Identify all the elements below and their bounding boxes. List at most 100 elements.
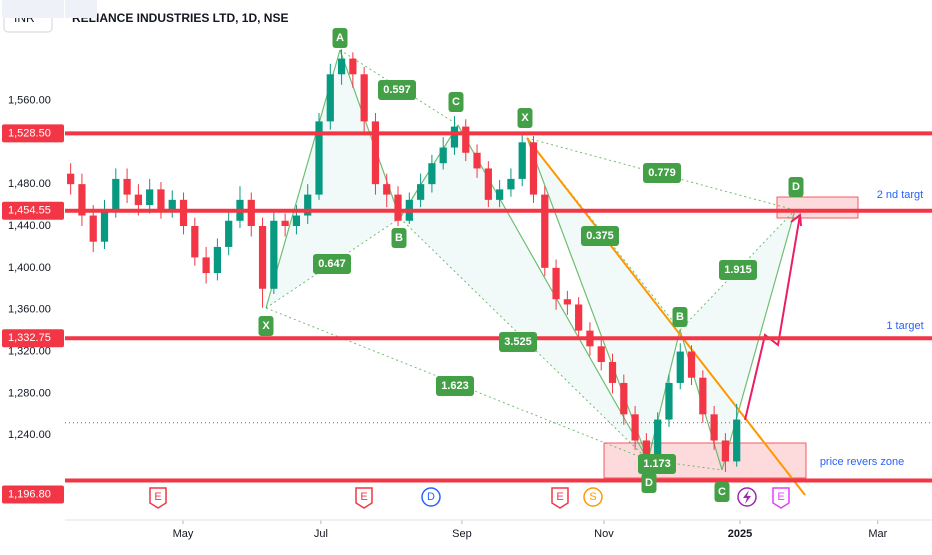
annotation-label: D (792, 181, 800, 193)
event-icon (583, 487, 603, 507)
event-label: E (777, 491, 784, 503)
annotation-label: B (395, 232, 403, 244)
annotation-box (641, 473, 657, 493)
candle-body (168, 199, 176, 211)
candle-body (575, 304, 583, 331)
trend-line (526, 137, 806, 496)
candle-body (179, 199, 188, 226)
candle-body (416, 184, 425, 200)
y-tick-label: 1,440.00 (8, 220, 51, 232)
candle-body (225, 220, 233, 247)
candle-body (134, 194, 142, 206)
candle-body (100, 210, 109, 242)
candle-body (146, 189, 154, 206)
candle-body (258, 225, 267, 289)
candle-body (213, 246, 222, 274)
annotation-label: 0.375 (586, 230, 614, 242)
candle-body (439, 147, 447, 164)
y-tick-label: 1,400.00 (8, 262, 51, 274)
candle-body (597, 346, 605, 363)
candle-body (281, 220, 289, 226)
candle-body (67, 173, 75, 185)
y-tick-label: 1,360.00 (8, 304, 51, 316)
target-zone (776, 196, 859, 219)
x-tick-label: Mar (868, 528, 887, 540)
candle-body (518, 142, 526, 179)
level-badge (2, 124, 64, 143)
pattern-fill (400, 125, 648, 460)
candle-body (496, 189, 504, 200)
annotation-box (788, 177, 804, 197)
annotation-label: D (645, 477, 653, 489)
y-tick-label: 1,560.00 (8, 94, 51, 106)
candle-body (292, 215, 301, 226)
candle-body (473, 152, 481, 169)
candle-body (326, 74, 334, 122)
candle-body (484, 168, 492, 200)
reversal-zone (603, 442, 807, 479)
annotation-box (378, 80, 416, 100)
x-tick-label: May (173, 528, 194, 540)
candle-body (642, 440, 650, 457)
candle-body (202, 257, 210, 274)
pattern-fill (527, 138, 680, 460)
candle-body (428, 163, 436, 185)
candle-body (78, 184, 86, 216)
low-badge-tag (65, 0, 97, 18)
annotation-label: B (676, 311, 684, 323)
candle-body (89, 215, 97, 242)
level-label: 1,196.80 (8, 488, 51, 500)
arrow-head (790, 213, 802, 227)
level-badge (2, 329, 64, 348)
annotation-box (517, 108, 533, 128)
level-label: 1,528.50 (8, 127, 51, 139)
candle-body (541, 194, 549, 268)
candle-body (360, 74, 368, 122)
level-badge (2, 201, 64, 220)
event-label: S (589, 491, 596, 503)
annotation-box (581, 226, 619, 246)
level-badge (2, 485, 64, 504)
event-icon (355, 487, 373, 509)
annotation-box (638, 454, 676, 474)
annotation-box (391, 228, 407, 248)
candle-body (654, 419, 662, 457)
annotation-box (672, 307, 688, 327)
annotation-box (448, 92, 464, 112)
y-tick-label: 1,480.00 (8, 178, 51, 190)
annotation-box (643, 163, 681, 183)
pattern-line (339, 49, 459, 126)
annotation-label: 1.623 (441, 380, 469, 392)
event-icon (421, 487, 441, 507)
annotation-box (436, 376, 474, 396)
candle-body (620, 382, 628, 415)
candle-body (563, 299, 571, 305)
chart-title: RELIANCE INDUSTRIES LTD, 1D, NSE (72, 11, 288, 25)
candle-body (270, 220, 278, 289)
annotation-text: price revers zone (820, 456, 904, 468)
pattern-fill (266, 50, 400, 308)
candle-body (699, 377, 707, 415)
annotation-label: X (262, 320, 270, 332)
candle-body (676, 351, 684, 383)
event-label: D (427, 491, 435, 503)
candle-body (383, 184, 391, 195)
candle-body (123, 178, 131, 195)
annotation-label: 1.915 (724, 264, 752, 276)
candle-body (349, 58, 357, 75)
annotation-box (714, 482, 730, 502)
candle-body (507, 178, 515, 190)
level-label: 1,332.75 (8, 332, 51, 344)
candle-body (462, 126, 470, 153)
low-badge (2, 0, 64, 18)
candle-body (191, 225, 199, 258)
pattern-line (526, 137, 649, 461)
candle-body (687, 351, 696, 378)
annotation-box (332, 28, 348, 48)
candle-body (371, 121, 380, 185)
pattern-line (647, 329, 681, 461)
annotation-label: 0.597 (383, 84, 411, 96)
candle-body (247, 199, 255, 226)
annotation-label: C (452, 96, 460, 108)
